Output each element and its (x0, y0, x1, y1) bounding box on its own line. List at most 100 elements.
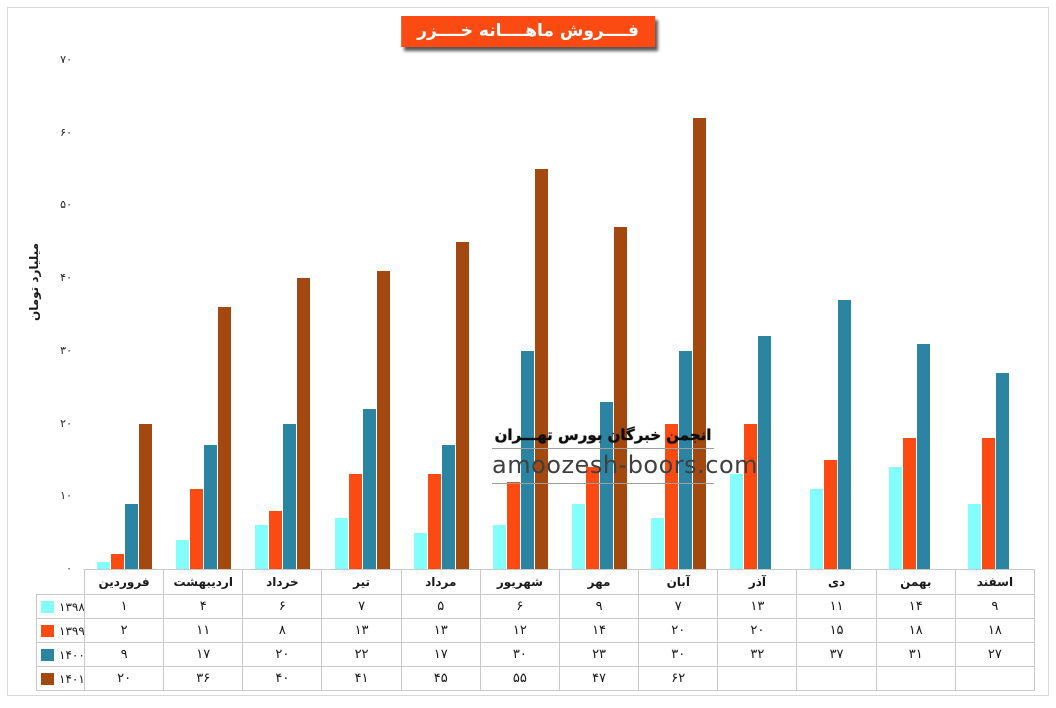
bar-۱۳۹۹-مهر (586, 467, 600, 569)
bar-۱۳۹۸-شهریور (492, 525, 506, 569)
bar-group-10 (798, 60, 877, 569)
bar-۱۳۹۹-دی (823, 459, 837, 569)
table-value-cell: ۴۱ (322, 667, 402, 691)
bar-۱۳۹۹-مرداد (427, 474, 441, 569)
table-value-cell: ۱۴ (876, 595, 956, 619)
table-month-header: خرداد (243, 569, 323, 595)
legend-cell-۱۴۰۱: ۱۴۰۱ (36, 667, 85, 691)
table-value-cell: ۱۷ (164, 643, 244, 667)
bar-group-8 (639, 60, 718, 569)
y-tick-label: ۵۰ (60, 198, 72, 212)
bar-۱۴۰۰-تیر (362, 409, 376, 569)
y-tick-label: ۱۰ (60, 489, 72, 503)
bar-۱۳۹۸-مرداد (413, 532, 427, 569)
table-value-cell: ۱۳ (322, 619, 402, 643)
table-value-cell: ۳۰ (480, 643, 560, 667)
legend-swatch (41, 624, 54, 637)
bar-۱۴۰۱-مهر (614, 227, 628, 569)
bar-۱۳۹۸-آذر (730, 474, 744, 569)
bar-۱۴۰۱-شهریور (534, 169, 548, 569)
bar-۱۳۹۹-فروردین (111, 554, 125, 569)
bar-۱۴۰۰-مهر (600, 401, 614, 569)
bar-group-4 (323, 60, 402, 569)
bar-۱۳۹۹-تیر (348, 474, 362, 569)
bar-۱۴۰۰-آبان (679, 350, 693, 569)
legend-swatch (41, 600, 54, 613)
bar-۱۳۹۹-آذر (744, 423, 758, 569)
legend-year-label: ۱۳۹۹ (59, 623, 85, 638)
bar-۱۳۹۸-مهر (572, 503, 586, 569)
table-value-cell: ۱۴ (559, 619, 640, 643)
chart-title: فــــروش ماهــــانه خــــزر (401, 16, 655, 47)
bar-۱۴۰۱-آبان (693, 118, 707, 569)
table-value-cell: ۵۵ (480, 667, 560, 691)
table-value-cell: ۱۷ (401, 643, 481, 667)
table-value-cell: ۲۰ (639, 619, 719, 643)
table-month-header: مرداد (401, 569, 481, 595)
bar-group-2 (164, 60, 243, 569)
bar-۱۴۰۱-مرداد (455, 241, 469, 569)
table-month-header: مهر (559, 569, 640, 595)
legend-year-label: ۱۳۹۸ (59, 599, 85, 614)
table-value-cell: ۲۰ (243, 643, 323, 667)
legend-cell-۱۳۹۸: ۱۳۹۸ (36, 595, 85, 619)
bar-۱۳۹۸-بهمن (888, 467, 902, 569)
table-value-cell: ۶ (480, 595, 560, 619)
bar-group-7 (560, 60, 639, 569)
legend-cell-۱۳۹۹: ۱۳۹۹ (36, 619, 85, 643)
table-value-cell: ۱۲ (480, 619, 560, 643)
table-value-cell: ۴۵ (401, 667, 481, 691)
plot-area (85, 60, 1035, 569)
bar-۱۴۰۰-بهمن (916, 343, 930, 569)
table-value-cell: ۱۳ (718, 595, 798, 619)
table-value-cell (876, 667, 956, 691)
bar-۱۴۰۱-تیر (376, 270, 390, 569)
y-tick-label: ۶۰ (60, 125, 72, 139)
bar-۱۴۰۱-فروردین (139, 423, 153, 569)
bar-۱۴۰۱-خرداد (297, 278, 311, 569)
watermark-website-text: amoozesh-boors.com (492, 451, 759, 479)
watermark-divider-top (492, 448, 714, 449)
table-value-cell: ۴۷ (559, 667, 640, 691)
bar-۱۳۹۸-تیر (334, 518, 348, 569)
table-value-cell: ۹ (955, 595, 1035, 619)
legend-cell-۱۴۰۰: ۱۴۰۰ (36, 643, 85, 667)
bar-۱۳۹۸-اسفند (967, 503, 981, 569)
bar-۱۳۹۹-اردیبهشت (190, 489, 204, 569)
table-value-cell: ۱۱ (797, 595, 877, 619)
table-value-cell: ۱۸ (955, 619, 1035, 643)
table-value-cell: ۱۸ (876, 619, 956, 643)
bar-group-12 (956, 60, 1035, 569)
bar-۱۴۰۰-شهریور (520, 350, 534, 569)
table-value-cell: ۷ (639, 595, 719, 619)
table-value-cell: ۳۷ (797, 643, 877, 667)
bar-۱۳۹۸-خرداد (255, 525, 269, 569)
bar-۱۳۹۹-خرداد (269, 510, 283, 569)
table-month-header: آذر (718, 569, 798, 595)
table-value-cell: ۲ (85, 619, 165, 643)
bar-۱۴۰۰-آذر (758, 336, 772, 569)
watermark-persian-text: انجمن خبرگان بورس تهـــران (494, 426, 712, 444)
legend-year-label: ۱۴۰۰ (59, 647, 85, 662)
legend-year-label: ۱۴۰۱ (59, 671, 85, 686)
table-value-cell: ۱ (85, 595, 165, 619)
table-value-cell: ۷ (322, 595, 402, 619)
table-value-cell: ۹ (85, 643, 165, 667)
table-value-cell: ۶ (243, 595, 323, 619)
bar-۱۳۹۸-اردیبهشت (176, 539, 190, 569)
table-value-cell: ۱۱ (164, 619, 244, 643)
table-month-header: اردیبهشت (164, 569, 244, 595)
bar-group-5 (402, 60, 481, 569)
table-month-header: دی (797, 569, 877, 595)
bar-۱۳۹۸-آبان (651, 518, 665, 569)
table-value-cell: ۶۲ (639, 667, 719, 691)
table-month-header: آبان (639, 569, 719, 595)
y-tick-label: ۳۰ (60, 343, 72, 357)
table-value-cell: ۳۲ (718, 643, 798, 667)
bar-۱۴۰۰-فروردین (125, 503, 139, 569)
bar-group-11 (877, 60, 956, 569)
table-value-cell: ۲۷ (955, 643, 1035, 667)
bar-۱۳۹۹-شهریور (506, 481, 520, 569)
bar-۱۴۰۰-خرداد (283, 423, 297, 569)
bar-۱۴۰۰-دی (837, 299, 851, 569)
